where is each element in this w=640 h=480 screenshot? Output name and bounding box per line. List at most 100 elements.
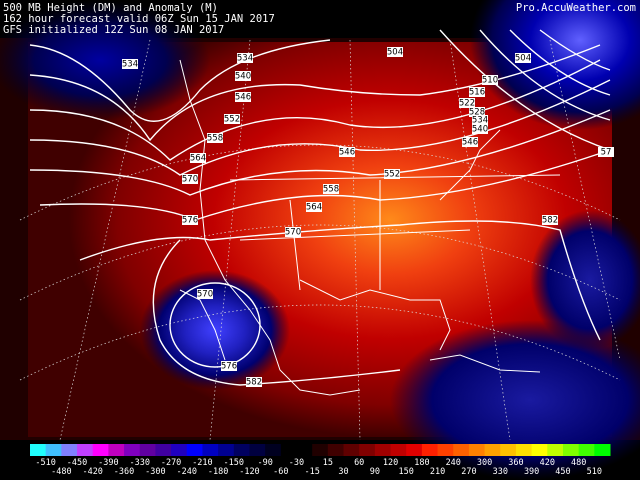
colorbar-label: -360: [114, 467, 134, 477]
colorbar-swatch: [92, 444, 109, 456]
contour-label-box: [462, 137, 478, 147]
colorbar-swatch: [155, 444, 172, 456]
contour-label: 504: [515, 54, 531, 64]
colorbar-label: -390: [98, 458, 118, 468]
colorbar-label: -300: [145, 467, 165, 477]
contour-label: 540: [472, 125, 488, 135]
contour-label: 528: [469, 108, 485, 118]
contour-label: 534: [122, 60, 138, 70]
anomaly-low: [0, 0, 210, 120]
colorbar-label: 510: [587, 467, 602, 477]
contour-label: 558: [323, 185, 339, 195]
colorbar-swatch: [265, 444, 282, 456]
brand: Pro.AccuWeather.com: [516, 2, 636, 14]
colorbar-label: -120: [239, 467, 259, 477]
colorbar-swatch: [327, 444, 345, 456]
contour-label: 582: [542, 216, 558, 226]
contour-label-box: [285, 227, 301, 237]
colorbar-label: 240: [446, 458, 461, 468]
colorbar-swatch: [562, 444, 580, 456]
colorbar-swatch: [421, 444, 439, 456]
colorbar-swatch: [45, 444, 62, 456]
contour-label: 570: [182, 175, 198, 185]
colorbar-label: -480: [51, 467, 71, 477]
colorbar-label: 180: [414, 458, 429, 468]
contour-labels: 5345345405465525585645705765465525585645…: [122, 47, 614, 388]
anomaly-low: [530, 210, 640, 350]
colorbar-label: 210: [430, 467, 445, 477]
colorbar-label: 30: [338, 467, 348, 477]
colorbar-swatch: [468, 444, 486, 456]
contour-label-box: [221, 361, 237, 371]
colorbar-swatch: [500, 444, 517, 456]
colorbar-label: 120: [383, 458, 398, 468]
contour-label: 546: [462, 138, 478, 148]
contour-label-box: [237, 53, 253, 63]
colorbar: -510-480-450-420-390-360-330-300-270-240…: [30, 444, 611, 477]
colorbar-label: -90: [257, 458, 272, 468]
map-title: 500 MB Height (DM) and Anomaly (M): [3, 2, 218, 14]
contour-label: 558: [207, 134, 223, 144]
contour-label-box: [246, 377, 262, 387]
contour-label-box: [387, 47, 403, 57]
contour-label-box: [469, 107, 485, 117]
model-init: GFS initialized 12Z Sun 08 JAN 2017: [3, 24, 224, 36]
contour-label-box: [598, 147, 614, 157]
contour-label: 522: [459, 99, 475, 109]
colorbar-label: 15: [323, 458, 333, 468]
contour-label-box: [459, 98, 475, 108]
contour-label: 582: [246, 378, 262, 388]
colorbar-label: -420: [82, 467, 102, 477]
contour-label-box: [235, 92, 251, 102]
contour-label-box: [339, 147, 355, 157]
contour-label-box: [472, 124, 488, 134]
colorbar-label: 360: [508, 458, 523, 468]
colorbar-label: 60: [354, 458, 364, 468]
colorbar-swatch: [139, 444, 156, 456]
contour-label-box: [482, 75, 498, 85]
colorbar-swatch: [515, 444, 533, 456]
contour-label-box: [323, 184, 339, 194]
colorbar-swatch: [437, 444, 454, 456]
colorbar-swatch: [124, 444, 141, 456]
contour-label: 570: [285, 228, 301, 238]
contour-label-box: [122, 59, 138, 69]
colorbar-label: -330: [129, 458, 149, 468]
colorbar-label: 270: [461, 467, 476, 477]
colorbar-swatch: [61, 444, 78, 456]
colorbar-swatch: [233, 444, 250, 456]
colorbar-label: -150: [224, 458, 244, 468]
colorbar-swatch: [171, 444, 188, 456]
colorbar-label: -240: [177, 467, 197, 477]
colorbar-swatch: [249, 444, 266, 456]
colorbar-label: 90: [370, 467, 380, 477]
colorbar-label: 450: [555, 467, 570, 477]
contour-label-box: [207, 133, 223, 143]
colorbar-label: 300: [477, 458, 492, 468]
colorbar-label: -30: [289, 458, 304, 468]
colorbar-label: -510: [35, 458, 55, 468]
colorbar-swatch: [531, 444, 548, 456]
contour-label-box: [224, 114, 240, 124]
colorbar-label: 480: [571, 458, 586, 468]
contour-label: 510: [482, 76, 498, 86]
colorbar-swatch: [578, 444, 595, 456]
contour-label-box: [306, 202, 322, 212]
colorbar-swatch: [594, 444, 611, 456]
colorbar-label: -210: [192, 458, 212, 468]
contour-label: 546: [339, 148, 355, 158]
contour-label-box: [384, 169, 400, 179]
contour-label: 552: [224, 115, 240, 125]
contour-label-box: [469, 87, 485, 97]
colorbar-label: -270: [161, 458, 181, 468]
contour-label: 576: [221, 362, 237, 372]
colorbar-swatch: [280, 444, 297, 456]
contour-label: 576: [182, 216, 198, 226]
colorbar-swatch: [218, 444, 235, 456]
colorbar-label: 420: [540, 458, 555, 468]
contour-label-box: [542, 215, 558, 225]
colorbar-label: -180: [208, 467, 228, 477]
colorbar-swatch: [484, 444, 501, 456]
graticule: [19, 39, 621, 441]
